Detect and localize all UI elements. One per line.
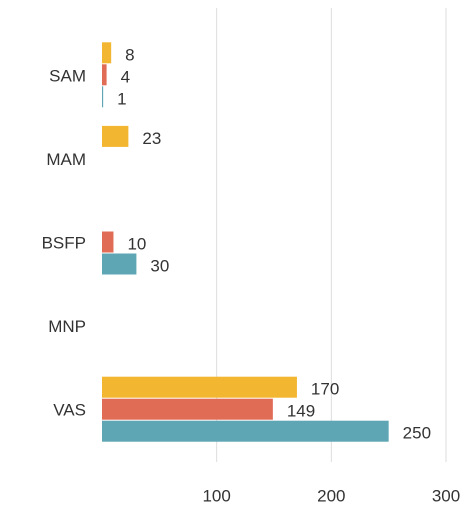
value-label: 4 xyxy=(121,67,130,86)
y-tick-label: BSFP xyxy=(42,233,86,252)
value-label: 23 xyxy=(142,129,161,148)
bar xyxy=(102,420,389,442)
value-label: 1 xyxy=(117,89,126,108)
value-label: 149 xyxy=(287,402,315,421)
bar xyxy=(102,86,104,108)
x-tick-label: 300 xyxy=(432,486,460,505)
value-label: 8 xyxy=(125,45,134,64)
y-tick-label: MNP xyxy=(48,317,86,336)
bar xyxy=(102,125,129,147)
bar xyxy=(102,231,114,253)
bar xyxy=(102,376,297,398)
bar xyxy=(102,253,137,275)
x-tick-label: 200 xyxy=(317,486,345,505)
value-label: 250 xyxy=(403,424,431,443)
bar xyxy=(102,42,112,64)
bar xyxy=(102,398,273,420)
y-tick-label: MAM xyxy=(46,150,86,169)
value-label: 170 xyxy=(311,380,339,399)
x-tick-label: 100 xyxy=(202,486,230,505)
y-tick-label: SAM xyxy=(49,66,86,85)
value-label: 30 xyxy=(150,256,169,275)
y-tick-label: VAS xyxy=(53,401,86,420)
bar xyxy=(102,64,107,86)
value-label: 10 xyxy=(127,234,146,253)
